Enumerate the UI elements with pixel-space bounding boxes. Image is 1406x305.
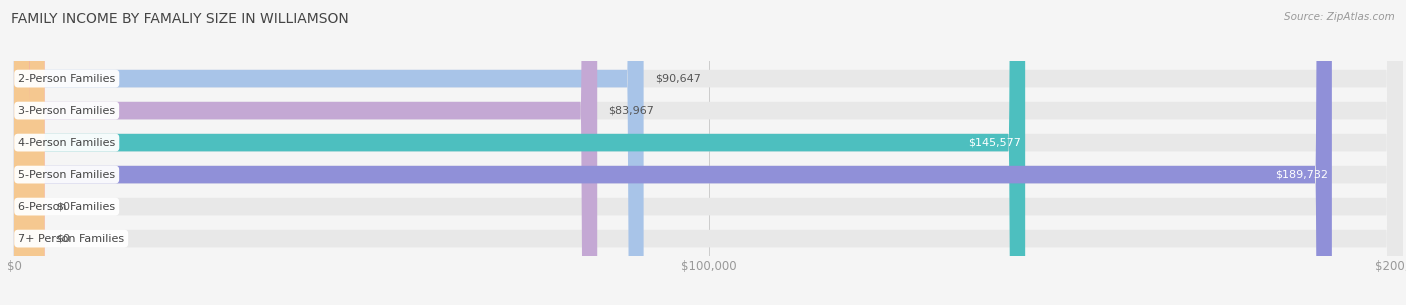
Text: $90,647: $90,647 <box>655 74 700 84</box>
FancyBboxPatch shape <box>14 0 1403 305</box>
Text: Source: ZipAtlas.com: Source: ZipAtlas.com <box>1284 12 1395 22</box>
FancyBboxPatch shape <box>14 0 45 305</box>
Text: $0: $0 <box>56 234 70 244</box>
FancyBboxPatch shape <box>14 0 45 305</box>
FancyBboxPatch shape <box>14 0 1403 305</box>
Text: 3-Person Families: 3-Person Families <box>18 106 115 116</box>
FancyBboxPatch shape <box>14 0 1403 305</box>
FancyBboxPatch shape <box>14 0 1403 305</box>
Text: 5-Person Families: 5-Person Families <box>18 170 115 180</box>
FancyBboxPatch shape <box>14 0 1331 305</box>
Text: $83,967: $83,967 <box>609 106 654 116</box>
Text: 7+ Person Families: 7+ Person Families <box>18 234 124 244</box>
FancyBboxPatch shape <box>14 0 598 305</box>
FancyBboxPatch shape <box>14 0 1403 305</box>
Text: $189,732: $189,732 <box>1275 170 1327 180</box>
FancyBboxPatch shape <box>14 0 644 305</box>
Text: 2-Person Families: 2-Person Families <box>18 74 115 84</box>
Text: 6-Person Families: 6-Person Families <box>18 202 115 212</box>
Text: FAMILY INCOME BY FAMALIY SIZE IN WILLIAMSON: FAMILY INCOME BY FAMALIY SIZE IN WILLIAM… <box>11 12 349 26</box>
FancyBboxPatch shape <box>14 0 1403 305</box>
Text: $145,577: $145,577 <box>969 138 1021 148</box>
FancyBboxPatch shape <box>14 0 1025 305</box>
Text: 4-Person Families: 4-Person Families <box>18 138 115 148</box>
Text: $0: $0 <box>56 202 70 212</box>
